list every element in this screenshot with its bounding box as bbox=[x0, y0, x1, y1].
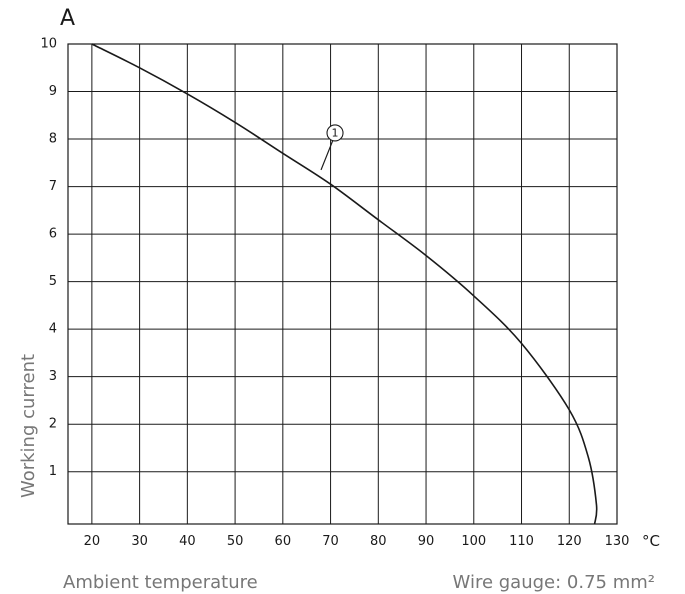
y-tick-label-1: 1 bbox=[49, 464, 57, 479]
x-tick-label-60: 60 bbox=[275, 534, 292, 549]
x-tick-label-50: 50 bbox=[227, 534, 244, 549]
x-tick-label-30: 30 bbox=[131, 534, 148, 549]
wire-gauge-note: Wire gauge: 0.75 mm² bbox=[453, 572, 655, 593]
x-tick-label-130: 130 bbox=[605, 534, 630, 549]
x-tick-label-20: 20 bbox=[84, 534, 101, 549]
annotation-label: 1 bbox=[332, 126, 339, 139]
y-tick-label-4: 4 bbox=[49, 322, 57, 337]
x-tick-label-70: 70 bbox=[322, 534, 339, 549]
x-tick-label-40: 40 bbox=[179, 534, 196, 549]
y-tick-label-6: 6 bbox=[49, 227, 57, 242]
y-unit-label: A bbox=[60, 6, 75, 31]
y-tick-label-2: 2 bbox=[49, 417, 57, 432]
x-unit-label: °C bbox=[642, 532, 660, 550]
series-annotation: 1 bbox=[320, 124, 344, 171]
grid bbox=[67, 43, 618, 525]
y-tick-label-9: 9 bbox=[49, 84, 57, 99]
y-tick-label-10: 10 bbox=[40, 37, 57, 52]
y-axis-title: Working current bbox=[18, 354, 39, 498]
annotation-leader bbox=[320, 139, 334, 171]
plot-frame bbox=[67, 43, 618, 525]
x-axis-title: Ambient temperature bbox=[63, 572, 258, 593]
x-tick-label-80: 80 bbox=[370, 534, 387, 549]
x-tick-label-90: 90 bbox=[418, 534, 435, 549]
x-tick-label-100: 100 bbox=[461, 534, 486, 549]
y-tick-labels: 1 2 3 4 5 6 7 8 9 10 bbox=[40, 37, 57, 480]
y-tick-label-3: 3 bbox=[49, 369, 57, 384]
y-tick-label-8: 8 bbox=[49, 132, 57, 147]
series-line-1 bbox=[91, 43, 598, 525]
x-tick-label-110: 110 bbox=[509, 534, 534, 549]
x-tick-labels: 20 30 40 50 60 70 80 90 100 110 120 130 bbox=[84, 534, 630, 549]
annotation-circle bbox=[326, 124, 344, 142]
x-tick-label-120: 120 bbox=[557, 534, 582, 549]
y-tick-label-7: 7 bbox=[49, 179, 57, 194]
y-tick-label-5: 5 bbox=[49, 274, 57, 289]
